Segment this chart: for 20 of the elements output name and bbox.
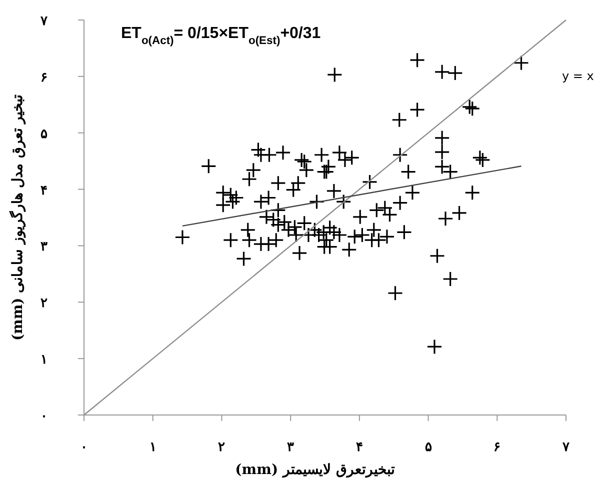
x-tick-label: ۴ (356, 440, 363, 455)
x-tick-label: ۵ (424, 440, 432, 455)
x-tick-label: ۳ (287, 440, 294, 455)
y-tick-label: ۴ (40, 183, 48, 198)
x-tick-label: ۰ (80, 440, 88, 455)
y-tick-label: ۶ (40, 70, 48, 86)
x-tick-label: ۶ (494, 440, 501, 455)
annotation: ET$_{o(Act)}$= 0/15×ET$_{o(Est)}$+0/31 (121, 25, 321, 47)
y-tick-label: ۵ (40, 126, 48, 142)
y-tick-label: ۰ (40, 409, 48, 424)
x-tick-label: ۱ (149, 440, 156, 455)
y-tick-label: ۱ (40, 352, 48, 368)
y-axis-title: تبخیر تعرق مدل هارگریوز سامانی (mm) (9, 94, 26, 341)
y-tick-label: ۲ (40, 296, 48, 312)
x-tick-label: ۲ (218, 440, 226, 455)
text: y = x (562, 69, 594, 83)
y-tick-label: ۷ (40, 14, 48, 29)
y-tick-label: ۳ (40, 240, 48, 255)
x-tick-label: ۷ (562, 440, 570, 455)
x-axis-title: تبخیرتعرق لایسیمتر (mm) (235, 462, 395, 478)
